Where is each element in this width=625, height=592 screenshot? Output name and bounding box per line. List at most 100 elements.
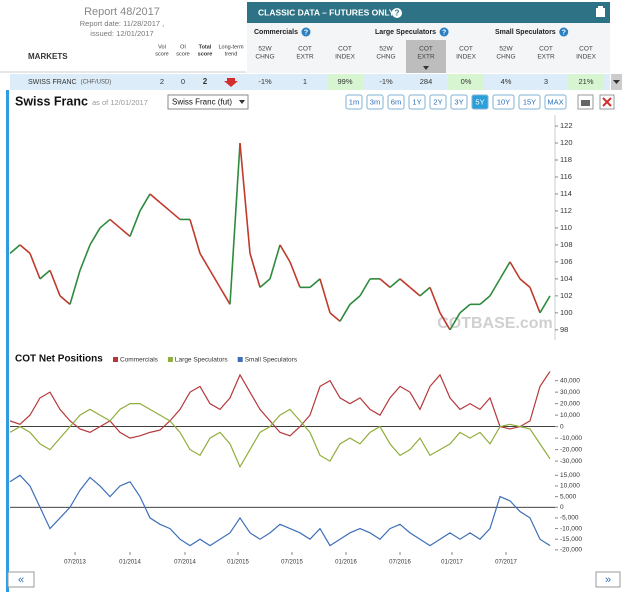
markets-label: MARKETS <box>28 52 68 61</box>
left-accent <box>6 90 9 592</box>
x-tick-label: 07/2017 <box>495 560 517 566</box>
column-header: 52W <box>258 46 272 53</box>
price-segment <box>219 286 231 305</box>
range-button-label: MAX <box>547 97 563 106</box>
range-button[interactable] <box>408 94 426 110</box>
column-header: EXTR <box>537 54 555 61</box>
print-icon[interactable] <box>596 8 605 17</box>
range-button[interactable] <box>450 94 468 110</box>
range-button-label: 15Y <box>523 97 536 106</box>
price-segment <box>439 312 451 331</box>
x-tick-label: 07/2014 <box>174 560 196 566</box>
range-button[interactable] <box>492 94 515 110</box>
price-segment <box>229 142 241 305</box>
report-title: Report 48/2017 <box>84 6 160 18</box>
range-button[interactable] <box>544 94 567 110</box>
y-tick-label: 112 <box>560 206 572 215</box>
range-button[interactable] <box>366 94 384 110</box>
column-header: CHNG <box>376 54 395 61</box>
column-header: COT <box>419 46 433 53</box>
price-segment <box>239 142 251 254</box>
price-segment <box>529 287 541 314</box>
range-button-label: 3Y <box>454 97 463 106</box>
price-segment <box>99 218 111 229</box>
print-button-icon <box>581 100 590 106</box>
next-button[interactable] <box>595 571 621 588</box>
price-segment <box>319 278 331 314</box>
market-name: SWISS FRANC <box>28 79 77 86</box>
select-arrow <box>239 100 245 104</box>
column-header: Total <box>199 44 212 50</box>
y-tick-label: 0 <box>560 504 564 511</box>
price-segment <box>509 261 521 280</box>
column-header: Vol <box>158 44 166 50</box>
price-segment <box>159 201 171 212</box>
classic-title: CLASSIC DATA – FUTURES ONLY <box>258 7 395 17</box>
y-tick-label: -15,000 <box>560 536 582 543</box>
price-segment <box>129 210 141 237</box>
row-dropdown-arrow <box>613 80 620 84</box>
y-tick-label: -10,000 <box>560 525 582 532</box>
column-header: COT <box>338 46 352 53</box>
prev-label: « <box>18 574 24 586</box>
range-button[interactable] <box>518 94 541 110</box>
price-segment <box>309 278 321 288</box>
group-name: Small Speculators <box>495 29 556 36</box>
price-segment <box>359 278 371 297</box>
y-tick-label: 114 <box>560 189 572 198</box>
price-segment <box>499 261 511 280</box>
column-header: CHNG <box>496 54 515 61</box>
help-icon[interactable] <box>559 27 569 37</box>
vol-score: 2 <box>160 77 164 86</box>
y-tick-label: -10,000 <box>560 435 582 442</box>
y-tick-label: -20,000 <box>560 547 582 554</box>
index-cell <box>448 74 484 90</box>
oi-score: 0 <box>181 77 185 86</box>
help-icon[interactable] <box>392 8 402 18</box>
y-tick-label: 104 <box>560 274 573 283</box>
help-icon[interactable] <box>301 27 311 37</box>
price-segment <box>389 278 401 288</box>
x-tick-label: 01/2014 <box>119 560 141 566</box>
price-segment <box>519 278 531 288</box>
price-segment <box>89 227 101 246</box>
price-segment <box>69 270 81 305</box>
market-title: Swiss Franc <box>15 94 88 108</box>
range-button[interactable] <box>345 94 363 110</box>
cell-value: 0% <box>461 77 472 86</box>
range-button[interactable] <box>471 94 489 110</box>
price-segment <box>249 253 261 288</box>
price-segment <box>349 295 361 305</box>
y-tick-label: 110 <box>560 223 572 232</box>
x-tick-label: 07/2013 <box>64 560 86 566</box>
y-tick-label: -5,000 <box>560 515 579 522</box>
print-icon-top <box>598 6 603 9</box>
price-segment <box>169 210 181 221</box>
price-segment <box>429 287 441 314</box>
y-tick-label: 100 <box>560 308 573 317</box>
market-select[interactable] <box>167 94 249 110</box>
price-segment <box>279 244 291 263</box>
price-segment <box>109 218 121 229</box>
range-button-label: 5Y <box>475 97 484 106</box>
range-button[interactable] <box>429 94 447 110</box>
column-header: COT <box>579 46 593 53</box>
close-icon <box>602 97 612 107</box>
prev-button[interactable] <box>7 571 35 588</box>
price-segment <box>19 244 31 255</box>
price-segment <box>39 269 51 280</box>
cell-value: -1% <box>379 77 393 86</box>
index-cell <box>568 74 604 90</box>
help-icon[interactable] <box>439 27 449 37</box>
price-segment <box>209 269 221 288</box>
y-tick-label: 15,000 <box>560 472 580 479</box>
help-icon-glyph: ? <box>395 9 400 18</box>
y-tick-label: 102 <box>560 291 573 300</box>
range-button[interactable] <box>387 94 405 110</box>
column-header: OI <box>180 44 186 50</box>
legend-swatch <box>237 357 243 362</box>
legend-label: Commercials <box>120 357 159 364</box>
legend-swatch <box>167 357 173 362</box>
column-header: score <box>198 51 213 57</box>
